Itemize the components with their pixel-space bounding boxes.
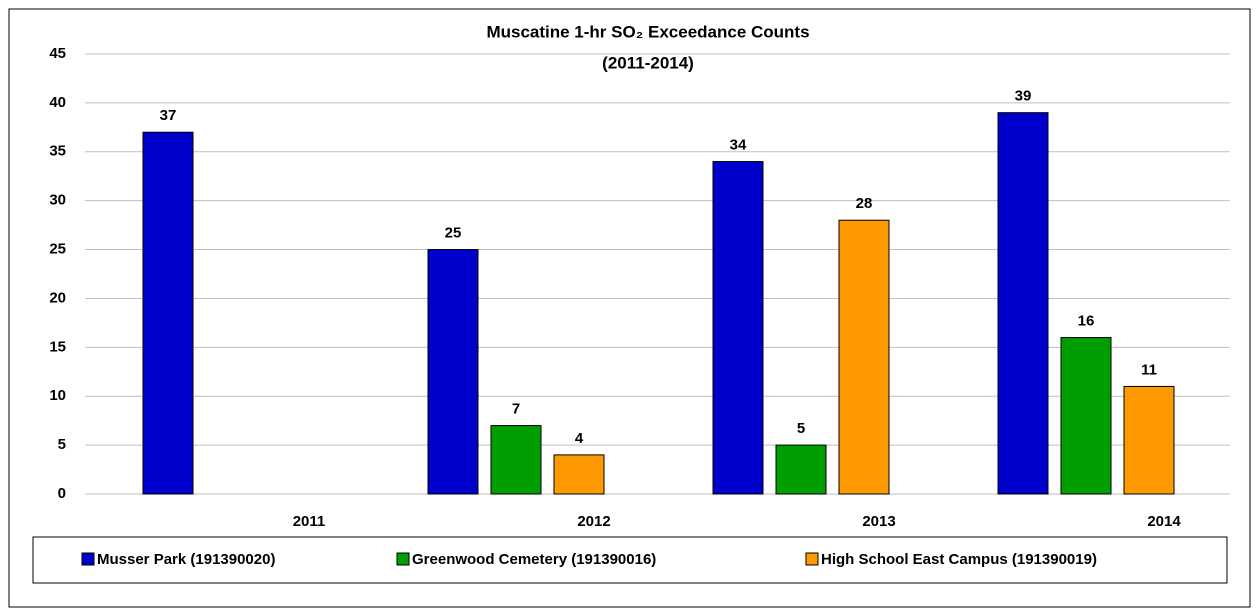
- y-tick-label: 10: [49, 387, 66, 404]
- chart-title: Muscatine 1-hr SO₂ Exceedance Counts: [486, 22, 809, 41]
- legend-label: High School East Campus (191390019): [821, 551, 1097, 568]
- y-tick-label: 15: [49, 338, 66, 355]
- y-tick-label: 35: [49, 143, 66, 160]
- legend-swatch: [805, 552, 819, 566]
- y-tick-label: 40: [49, 94, 66, 111]
- data-label: 4: [575, 430, 584, 447]
- bar: [142, 131, 194, 495]
- bar: [553, 454, 605, 495]
- y-tick-label: 0: [58, 485, 66, 502]
- x-tick-label: 2014: [1147, 513, 1181, 530]
- y-tick-label: 25: [49, 241, 66, 258]
- legend-label: Musser Park (191390020): [97, 551, 275, 568]
- data-label: 16: [1078, 313, 1095, 330]
- bar: [712, 161, 764, 495]
- data-label: 39: [1015, 88, 1032, 105]
- bar: [997, 112, 1049, 495]
- bar: [1123, 385, 1175, 495]
- y-tick-label: 30: [49, 192, 66, 209]
- bar: [490, 425, 542, 495]
- bar: [838, 219, 890, 495]
- data-label: 28: [856, 195, 873, 212]
- data-label: 7: [512, 401, 520, 418]
- chart-subtitle: (2011-2014): [602, 53, 694, 72]
- y-tick-label: 45: [49, 45, 66, 62]
- bar: [775, 444, 827, 495]
- y-tick-label: 5: [58, 436, 66, 453]
- legend-swatch: [396, 552, 410, 566]
- x-tick-label: 2013: [862, 513, 895, 530]
- legend-swatch: [81, 552, 95, 566]
- bar: [1060, 337, 1112, 495]
- data-label: 34: [730, 137, 747, 154]
- bar: [427, 249, 479, 495]
- y-tick-label: 20: [49, 289, 66, 306]
- data-label: 5: [797, 420, 805, 437]
- data-label: 25: [445, 225, 462, 242]
- data-label: 11: [1141, 361, 1157, 378]
- x-tick-label: 2011: [293, 513, 326, 530]
- legend-box: [32, 536, 1228, 584]
- chart-border: [8, 8, 1251, 608]
- x-tick-label: 2012: [577, 513, 610, 530]
- data-label: 37: [160, 107, 177, 124]
- legend-label: Greenwood Cemetery (191390016): [412, 551, 656, 568]
